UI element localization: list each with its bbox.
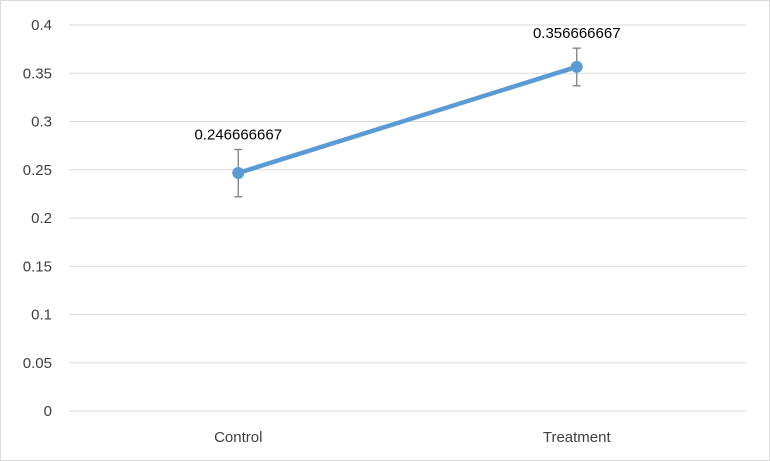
data-point xyxy=(570,60,583,73)
y-tick-label: 0.35 xyxy=(23,65,52,82)
x-tick-label: Treatment xyxy=(543,429,612,446)
y-tick-label: 0.25 xyxy=(23,162,52,179)
y-tick-label: 0.15 xyxy=(23,258,52,275)
y-tick-label: 0.1 xyxy=(31,307,52,324)
y-tick-label: 0.3 xyxy=(31,114,52,131)
gridlines xyxy=(69,24,746,412)
x-tick-label: Control xyxy=(214,429,262,446)
error-bars xyxy=(234,47,581,198)
y-tick-label: 0.2 xyxy=(31,210,52,227)
y-axis-tick-labels: 0 0.05 0.1 0.15 0.2 0.25 0.3 0.35 0.4 xyxy=(23,17,52,420)
data-label: 0.356666667 xyxy=(533,25,621,42)
y-tick-label: 0.4 xyxy=(31,17,52,34)
data-point xyxy=(232,166,245,179)
y-tick-label: 0.05 xyxy=(23,355,52,372)
series-line xyxy=(236,64,579,176)
series-line-path xyxy=(236,64,579,176)
y-tick-label: 0 xyxy=(44,403,52,420)
data-labels: 0.246666667 0.356666667 xyxy=(194,25,620,143)
data-label: 0.246666667 xyxy=(194,126,282,143)
x-axis-tick-labels: Control Treatment xyxy=(214,429,611,446)
data-markers xyxy=(232,60,583,179)
